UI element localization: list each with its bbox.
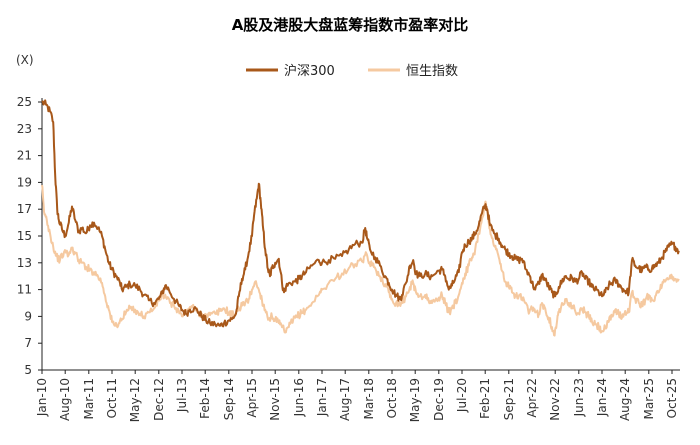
y-tick-label: 5 xyxy=(24,363,32,377)
x-tick-label: Mar-11 xyxy=(82,378,96,419)
x-tick-label: Aug-17 xyxy=(338,378,352,421)
legend-label-hsi: 恒生指数 xyxy=(406,64,458,79)
x-tick-label: Nov-22 xyxy=(548,378,562,421)
x-tick-label: Feb-21 xyxy=(478,378,492,419)
x-tick-label: Jan-10 xyxy=(35,378,49,417)
y-axis: 5 7 9 11 13 15 17 19 21 23 25 xyxy=(17,95,43,377)
x-tick-label: Jul-13 xyxy=(175,378,189,413)
x-axis: Jan-10 Aug-10 Mar-11 Oct-11 May-12 Dec-12 Jul-… xyxy=(35,369,680,422)
x-tick-label: May-12 xyxy=(128,378,142,422)
x-tick-label: Sep-14 xyxy=(222,378,236,420)
series-line-hsi xyxy=(41,184,680,337)
y-tick-label: 17 xyxy=(17,202,32,216)
series-layer xyxy=(41,99,680,337)
y-tick-label: 7 xyxy=(24,336,32,350)
y-tick-label: 9 xyxy=(24,309,32,323)
x-tick-label: Jun-23 xyxy=(572,378,586,417)
chart-title: A股及港股大盘蓝筹指数市盈率对比 xyxy=(232,16,469,34)
x-tick-label: Oct-18 xyxy=(385,378,399,418)
y-tick-label: 25 xyxy=(17,95,32,109)
x-tick-label: Jun-16 xyxy=(292,378,306,417)
x-tick-label: Mar-18 xyxy=(362,378,376,419)
x-tick-label: Aug-24 xyxy=(618,378,632,421)
x-tick-label: Aug-10 xyxy=(58,378,72,421)
y-axis-unit: (X) xyxy=(16,53,34,67)
y-tick-label: 11 xyxy=(17,283,32,297)
y-tick-label: 15 xyxy=(17,229,32,243)
legend: 沪深300 恒生指数 xyxy=(246,63,458,79)
x-tick-label: Oct-11 xyxy=(105,378,119,418)
x-tick-label: Dec-12 xyxy=(152,378,166,421)
x-tick-label: Sep-21 xyxy=(502,378,516,420)
x-tick-label: Nov-15 xyxy=(268,378,282,421)
y-tick-label: 19 xyxy=(17,175,32,189)
x-tick-label: Apr-15 xyxy=(245,378,259,418)
x-tick-label: Oct-25 xyxy=(665,378,679,418)
x-tick-label: Jan-24 xyxy=(595,378,609,417)
y-tick-label: 13 xyxy=(17,256,32,270)
x-tick-label: Mar-25 xyxy=(642,378,656,419)
x-tick-label: Jan-17 xyxy=(315,378,329,417)
x-tick-label: Apr-22 xyxy=(525,378,539,418)
x-tick-label: Dec-19 xyxy=(432,378,446,421)
x-tick-label: Jul-20 xyxy=(455,378,469,413)
x-tick-label: May-19 xyxy=(408,378,422,422)
x-tick-label: Feb-14 xyxy=(198,378,212,419)
y-tick-label: 21 xyxy=(17,149,32,163)
y-tick-label: 23 xyxy=(17,122,32,136)
series-line-csi300 xyxy=(41,99,680,328)
legend-label-csi300: 沪深300 xyxy=(284,63,335,79)
